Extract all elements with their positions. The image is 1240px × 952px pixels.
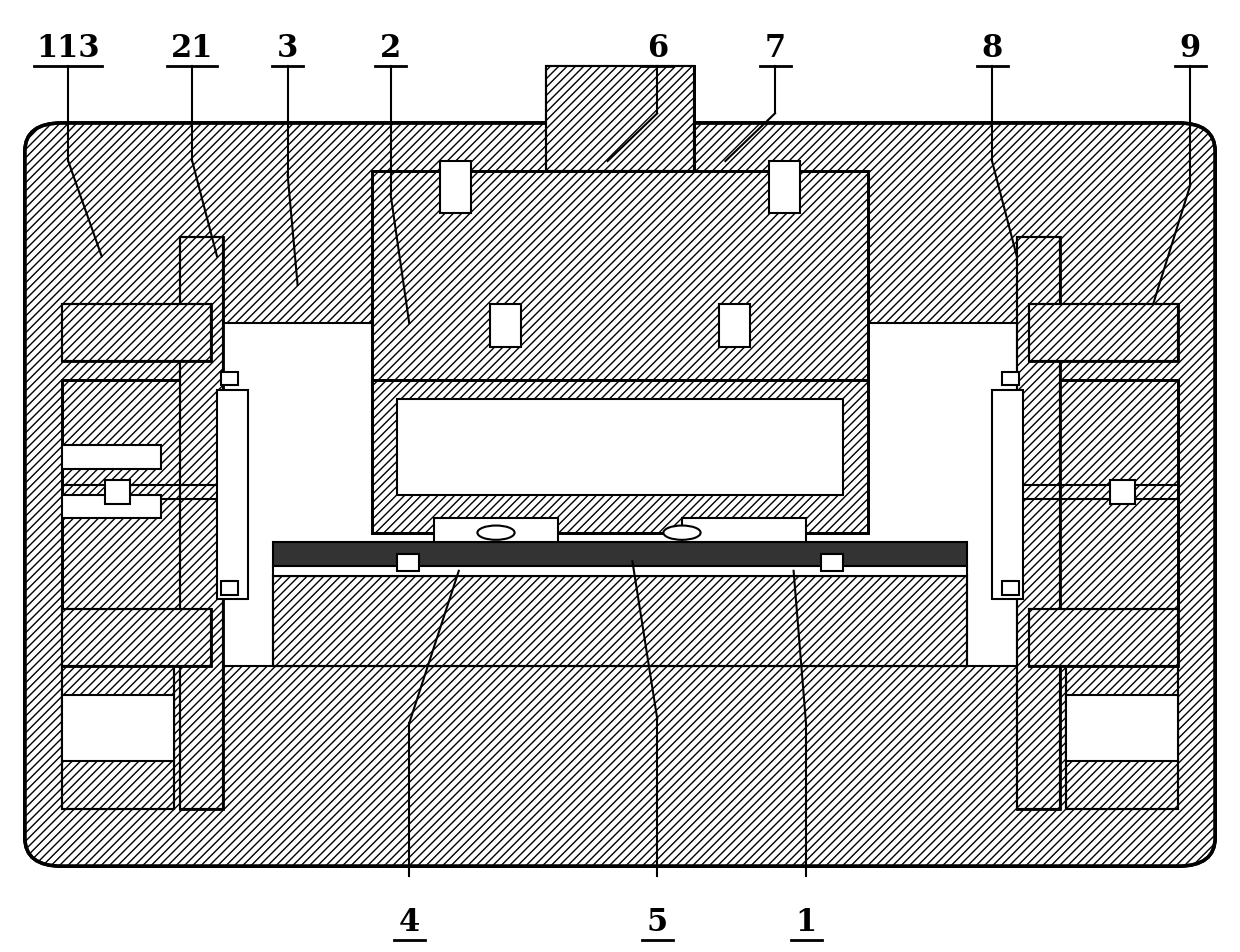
- Bar: [273, 566, 967, 576]
- Bar: [434, 519, 558, 543]
- Polygon shape: [1029, 609, 1178, 666]
- Bar: [1029, 609, 1178, 666]
- Text: 6: 6: [646, 33, 668, 65]
- Ellipse shape: [663, 526, 701, 541]
- Bar: [719, 305, 750, 347]
- Polygon shape: [62, 305, 211, 362]
- Text: 7: 7: [764, 33, 786, 65]
- Text: 2: 2: [379, 33, 402, 65]
- Text: 1: 1: [795, 906, 817, 938]
- Polygon shape: [62, 381, 217, 609]
- Bar: [180, 238, 223, 809]
- Polygon shape: [1029, 305, 1178, 362]
- Bar: [1002, 582, 1019, 595]
- Bar: [440, 162, 471, 214]
- Bar: [217, 390, 248, 600]
- Bar: [1017, 238, 1060, 809]
- Bar: [769, 162, 800, 214]
- Text: 21: 21: [171, 33, 213, 65]
- Bar: [821, 554, 843, 571]
- Bar: [62, 695, 174, 762]
- Bar: [546, 67, 694, 171]
- Ellipse shape: [477, 526, 515, 541]
- Bar: [62, 305, 211, 362]
- Polygon shape: [1017, 238, 1060, 809]
- Polygon shape: [546, 67, 694, 171]
- FancyBboxPatch shape: [25, 124, 1215, 866]
- Bar: [397, 554, 419, 571]
- Text: 3: 3: [277, 33, 299, 65]
- Bar: [992, 390, 1023, 600]
- Polygon shape: [372, 381, 868, 533]
- Polygon shape: [180, 238, 223, 809]
- Polygon shape: [546, 67, 694, 171]
- Text: 113: 113: [36, 33, 100, 65]
- Text: 5: 5: [646, 906, 668, 938]
- Polygon shape: [62, 666, 174, 809]
- Polygon shape: [1066, 666, 1178, 809]
- Bar: [682, 519, 806, 543]
- Bar: [62, 495, 161, 519]
- Text: 4: 4: [398, 906, 420, 938]
- Bar: [1110, 481, 1135, 505]
- Bar: [221, 372, 238, 386]
- Bar: [1066, 695, 1178, 762]
- Bar: [217, 324, 1023, 666]
- Bar: [490, 305, 521, 347]
- Bar: [62, 446, 161, 469]
- Text: 9: 9: [1179, 33, 1202, 65]
- Bar: [62, 609, 211, 666]
- Bar: [221, 582, 238, 595]
- Bar: [273, 543, 967, 566]
- Polygon shape: [372, 171, 868, 381]
- Bar: [1002, 372, 1019, 386]
- Polygon shape: [273, 576, 967, 666]
- Bar: [105, 481, 130, 505]
- Polygon shape: [62, 609, 211, 666]
- Text: 8: 8: [981, 33, 1003, 65]
- Bar: [1029, 305, 1178, 362]
- Polygon shape: [1023, 381, 1178, 609]
- Bar: [397, 400, 843, 495]
